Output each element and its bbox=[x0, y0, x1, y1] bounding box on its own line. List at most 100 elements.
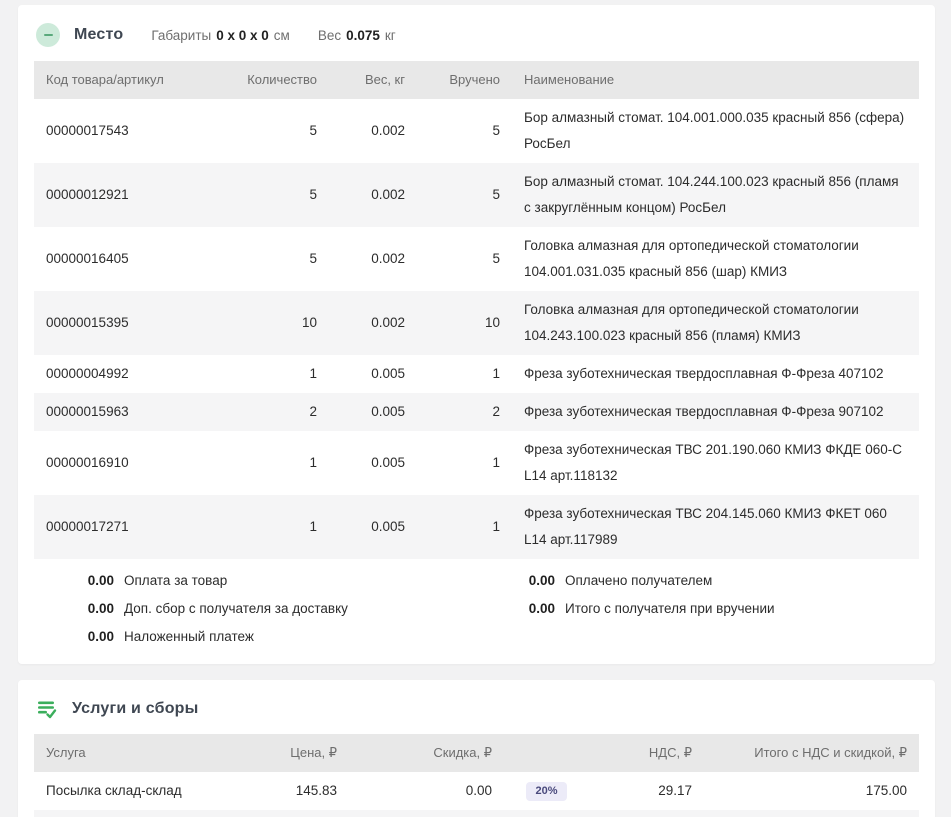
table-row: 00000017543 5 0.002 5 Бор алмазный стома… bbox=[34, 99, 919, 163]
item-weight: 0.005 bbox=[329, 355, 417, 393]
dimensions-label: Габариты bbox=[151, 28, 211, 43]
service-name: Посылка склад-склад bbox=[34, 772, 229, 810]
total-label: Оплата за товар bbox=[124, 573, 227, 588]
item-weight: 0.005 bbox=[329, 444, 417, 482]
total-label: Итого с получателя при вручении bbox=[565, 601, 775, 616]
dimensions-value: 0 x 0 x 0 bbox=[216, 28, 269, 43]
col-header-weight: Вес, кг bbox=[329, 61, 417, 99]
place-totals: 0.00 Оплата за товар 0.00 Доп. сбор с по… bbox=[34, 573, 919, 644]
item-code: 00000015963 bbox=[34, 393, 234, 431]
item-delivered: 5 bbox=[417, 176, 512, 214]
item-code: 00000012921 bbox=[34, 176, 234, 214]
col-header-total: Итого с НДС и скидкой, ₽ bbox=[704, 734, 919, 772]
services-card: Услуги и сборы Услуга Цена, ₽ Скидка, ₽ … bbox=[18, 680, 935, 817]
place-card-header: Место Габариты 0 x 0 x 0 см Вес 0.075 кг bbox=[34, 19, 919, 61]
checklist-icon bbox=[36, 698, 58, 720]
item-quantity: 5 bbox=[234, 176, 329, 214]
table-row: 00000017271 1 0.005 1 Фреза зуботехничес… bbox=[34, 495, 919, 559]
item-weight: 0.005 bbox=[329, 393, 417, 431]
col-header-quantity: Количество bbox=[234, 61, 329, 99]
total-value: 0.00 bbox=[499, 573, 555, 588]
item-delivered: 5 bbox=[417, 112, 512, 150]
item-delivered: 10 bbox=[417, 304, 512, 342]
weight-unit: кг bbox=[385, 28, 396, 43]
total-line: 0.00 Доп. сбор с получателя за доставку bbox=[58, 601, 499, 616]
page-title: Место bbox=[74, 26, 123, 44]
weight-meta: Вес 0.075 кг bbox=[318, 28, 396, 43]
item-quantity: 2 bbox=[234, 393, 329, 431]
service-name: Дополнительный сбор за объявленную стоим… bbox=[34, 810, 229, 817]
place-card: Место Габариты 0 x 0 x 0 см Вес 0.075 кг… bbox=[18, 5, 935, 664]
weight-label: Вес bbox=[318, 28, 341, 43]
services-table-header: Услуга Цена, ₽ Скидка, ₽ НДС, ₽ Итого с … bbox=[34, 734, 919, 772]
items-table: Код товара/артикул Количество Вес, кг Вр… bbox=[34, 61, 919, 559]
service-total: 175.00 bbox=[704, 772, 919, 810]
minus-icon bbox=[44, 34, 53, 36]
item-code: 00000015395 bbox=[34, 304, 234, 342]
collapse-toggle-button[interactable] bbox=[36, 23, 60, 47]
total-value: 0.00 bbox=[58, 601, 114, 616]
item-delivered: 1 bbox=[417, 444, 512, 482]
item-quantity: 1 bbox=[234, 355, 329, 393]
item-quantity: 5 bbox=[234, 240, 329, 278]
service-price: 145.83 bbox=[229, 772, 349, 810]
section-title: Услуги и сборы bbox=[72, 700, 199, 718]
services-table: Услуга Цена, ₽ Скидка, ₽ НДС, ₽ Итого с … bbox=[34, 734, 919, 817]
table-row: 00000015963 2 0.005 2 Фреза зуботехничес… bbox=[34, 393, 919, 431]
item-name: Фреза зуботехническая твердосплавная Ф-Ф… bbox=[512, 355, 919, 393]
total-value: 0.00 bbox=[58, 573, 114, 588]
vat-rate-badge: 20% bbox=[526, 782, 566, 801]
item-code: 00000004992 bbox=[34, 355, 234, 393]
col-header-name: Наименование bbox=[512, 61, 919, 99]
col-header-discount: Скидка, ₽ bbox=[349, 734, 504, 772]
col-header-vat: НДС, ₽ bbox=[589, 734, 704, 772]
table-row: 00000015395 10 0.002 10 Головка алмазная… bbox=[34, 291, 919, 355]
item-delivered: 1 bbox=[417, 355, 512, 393]
service-discount: 0.00 bbox=[349, 772, 504, 810]
table-row: 00000004992 1 0.005 1 Фреза зуботехничес… bbox=[34, 355, 919, 393]
item-quantity: 1 bbox=[234, 508, 329, 546]
total-value: 0.00 bbox=[499, 601, 555, 616]
weight-value: 0.075 bbox=[346, 28, 380, 43]
item-code: 00000017543 bbox=[34, 112, 234, 150]
dimensions-meta: Габариты 0 x 0 x 0 см bbox=[151, 28, 290, 43]
dimensions-unit: см bbox=[274, 28, 290, 43]
col-header-delivered: Вручено bbox=[417, 61, 512, 99]
service-row: Дополнительный сбор за объявленную стоим… bbox=[34, 810, 919, 817]
item-weight: 0.002 bbox=[329, 304, 417, 342]
item-delivered: 5 bbox=[417, 240, 512, 278]
total-line: 0.00 Оплата за товар bbox=[58, 573, 499, 588]
total-line: 0.00 Оплачено получателем bbox=[499, 573, 919, 588]
item-weight: 0.002 bbox=[329, 112, 417, 150]
item-name: Головка алмазная для ортопедической стом… bbox=[512, 291, 919, 355]
total-label: Доп. сбор с получателя за доставку bbox=[124, 601, 348, 616]
item-weight: 0.005 bbox=[329, 508, 417, 546]
item-code: 00000016405 bbox=[34, 240, 234, 278]
table-row: 00000016910 1 0.005 1 Фреза зуботехничес… bbox=[34, 431, 919, 495]
item-name: Бор алмазный стомат. 104.001.000.035 кра… bbox=[512, 99, 919, 163]
item-name: Фреза зуботехническая ТВС 201.190.060 КМ… bbox=[512, 431, 919, 495]
items-table-header: Код товара/артикул Количество Вес, кг Вр… bbox=[34, 61, 919, 99]
service-row: Посылка склад-склад 145.83 0.00 20% 29.1… bbox=[34, 772, 919, 810]
item-name: Фреза зуботехническая твердосплавная Ф-Ф… bbox=[512, 393, 919, 431]
item-code: 00000016910 bbox=[34, 444, 234, 482]
item-code: 00000017271 bbox=[34, 508, 234, 546]
total-line: 0.00 Наложенный платеж bbox=[58, 629, 499, 644]
service-vat: 29.17 bbox=[589, 772, 704, 810]
item-quantity: 10 bbox=[234, 304, 329, 342]
item-name: Фреза зуботехническая ТВС 204.145.060 КМ… bbox=[512, 495, 919, 559]
table-row: 00000016405 5 0.002 5 Головка алмазная д… bbox=[34, 227, 919, 291]
table-row: 00000012921 5 0.002 5 Бор алмазный стома… bbox=[34, 163, 919, 227]
total-label: Оплачено получателем bbox=[565, 573, 712, 588]
item-name: Головка алмазная для ортопедической стом… bbox=[512, 227, 919, 291]
col-header-code: Код товара/артикул bbox=[34, 61, 234, 99]
item-weight: 0.002 bbox=[329, 176, 417, 214]
total-value: 0.00 bbox=[58, 629, 114, 644]
total-label: Наложенный платеж bbox=[124, 629, 254, 644]
item-name: Бор алмазный стомат. 104.244.100.023 кра… bbox=[512, 163, 919, 227]
item-delivered: 1 bbox=[417, 508, 512, 546]
item-quantity: 1 bbox=[234, 444, 329, 482]
total-line: 0.00 Итого с получателя при вручении bbox=[499, 601, 919, 616]
item-weight: 0.002 bbox=[329, 240, 417, 278]
col-header-price: Цена, ₽ bbox=[229, 734, 349, 772]
